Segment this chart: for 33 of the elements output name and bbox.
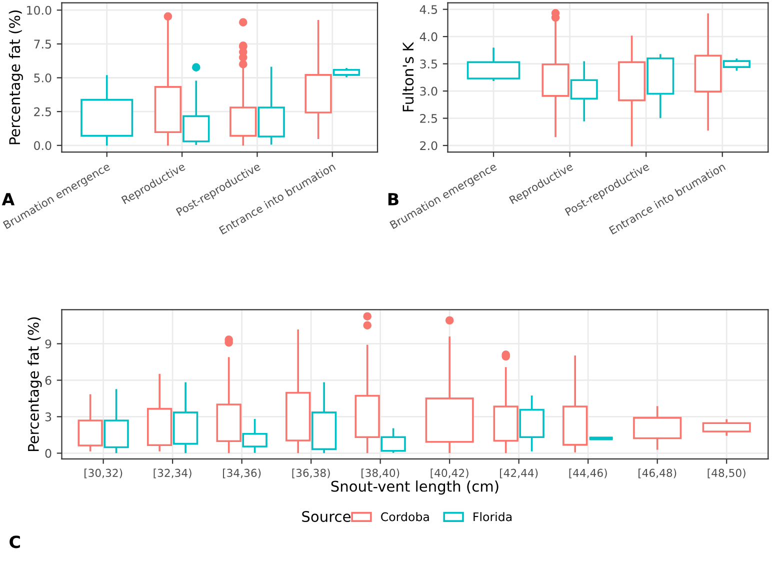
y-tick-label: 9 — [45, 339, 52, 348]
y-tick-label: 3 — [45, 412, 52, 422]
x-tick-label: [38,40) — [362, 468, 400, 478]
legend-label: Florida — [474, 512, 512, 522]
x-tick-label: [44,46) — [569, 468, 607, 478]
x-tick-label: [42,44) — [500, 468, 538, 478]
legend-label: Cordoba — [381, 512, 429, 522]
x-tick-label: [30,32) — [84, 468, 122, 478]
y-tick-label: 10.0 — [27, 6, 52, 15]
y-tick-label: 4.5 — [420, 5, 438, 14]
y-axis-title: Percentage fat (%) — [8, 10, 23, 144]
y-tick-label: 7.5 — [34, 40, 52, 49]
x-tick-label: [40,42) — [430, 468, 468, 478]
text: C — [10, 536, 20, 548]
x-tick-label: [48,50) — [708, 468, 746, 478]
x-tick-label: [36,38) — [292, 468, 330, 478]
y-tick-label: 6 — [45, 376, 52, 385]
x-tick-label: [34,36) — [223, 468, 261, 478]
x-tick-label: [46,48) — [638, 468, 676, 478]
y-tick-label: 2.5 — [420, 114, 438, 123]
legend-title: Source — [302, 511, 350, 522]
y-tick-label: 4.0 — [420, 32, 438, 42]
y-axis-title: Fulton's K — [402, 42, 414, 112]
y-tick-label: 0.0 — [34, 141, 52, 150]
y-axis-title: Percentage fat (%) — [28, 317, 42, 452]
x-axis-title: Snout-vent length (cm) — [331, 480, 498, 495]
y-tick-label: 3.0 — [420, 86, 438, 96]
y-tick-label: 0 — [45, 448, 52, 458]
y-tick-label: 3.5 — [420, 60, 438, 68]
x-tick-label: [32,34) — [154, 468, 192, 478]
y-tick-label: 2.5 — [34, 107, 52, 116]
y-tick-label: 5.0 — [34, 73, 52, 82]
y-tick-label: 2.0 — [420, 141, 438, 150]
